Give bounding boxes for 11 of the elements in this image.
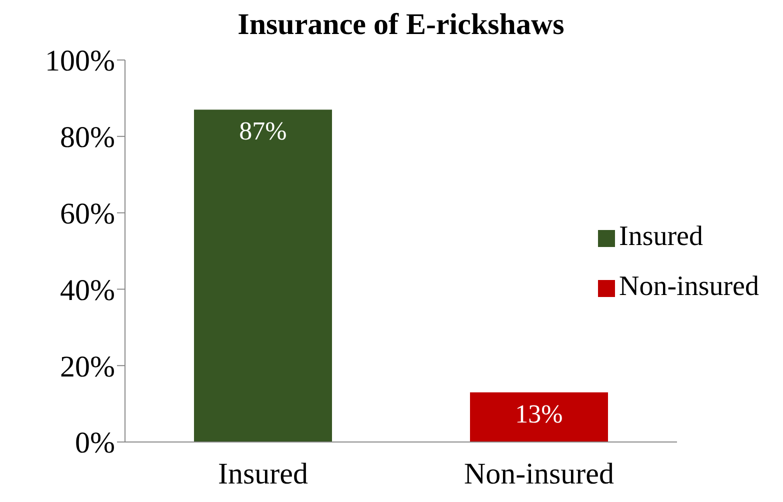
y-tick-label: 60% bbox=[60, 197, 115, 230]
y-tick-label: 40% bbox=[60, 274, 115, 307]
chart-title: Insurance of E-rickshaws bbox=[236, 8, 566, 42]
legend-label: Insured bbox=[619, 221, 703, 252]
y-tick-label: 80% bbox=[60, 121, 115, 154]
y-tick-label: 0% bbox=[75, 426, 115, 460]
data-label: 13% bbox=[515, 399, 563, 428]
y-tick-label: 20% bbox=[60, 350, 115, 384]
y-tick-label: 100% bbox=[45, 44, 115, 78]
data-label: 87% bbox=[239, 116, 287, 146]
legend-label: Non-insured bbox=[619, 271, 759, 302]
